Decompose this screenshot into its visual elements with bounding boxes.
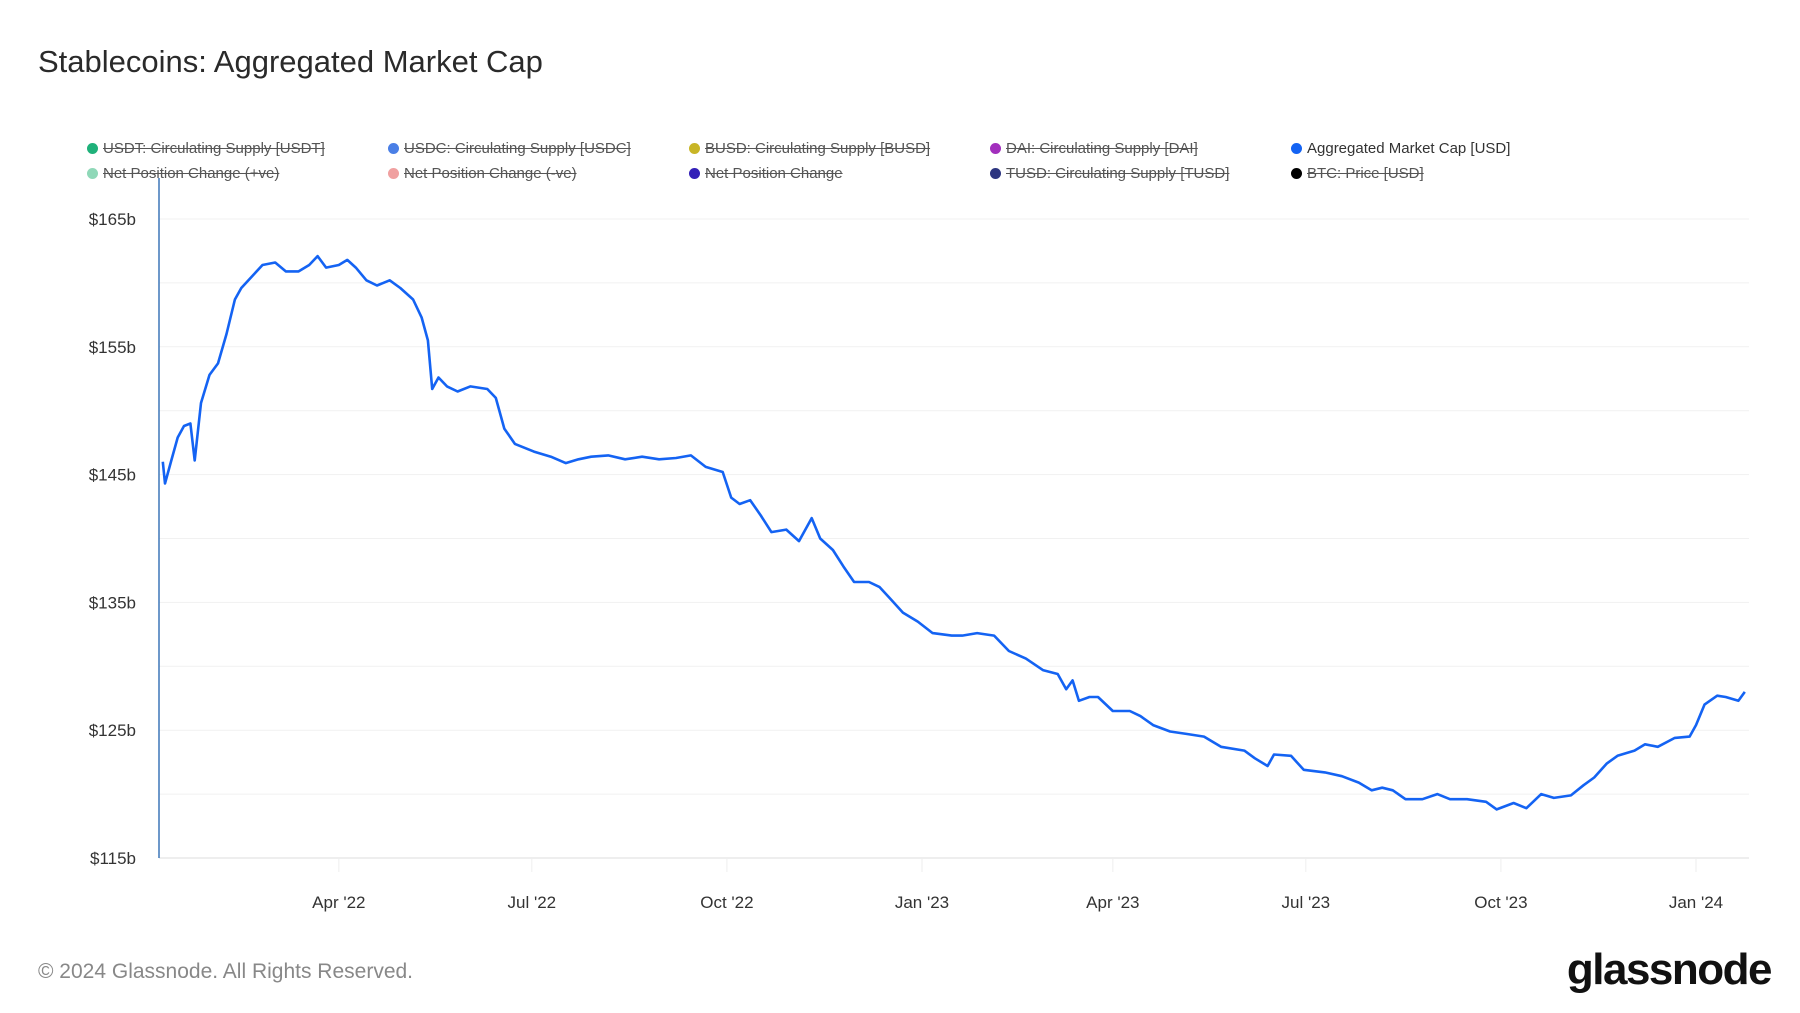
legend-label: Net Position Change (+ve) bbox=[103, 165, 280, 182]
legend-item[interactable]: USDT: Circulating Supply [USDT] bbox=[87, 140, 325, 157]
legend-dot-icon bbox=[388, 143, 399, 154]
legend-dot-icon bbox=[87, 143, 98, 154]
legend-item[interactable]: Aggregated Market Cap [USD] bbox=[1291, 140, 1510, 157]
x-tick-label: Jan '24 bbox=[1669, 893, 1723, 912]
y-tick-label: $135b bbox=[89, 593, 136, 612]
legend-dot-icon bbox=[388, 168, 399, 179]
y-tick-label: $165b bbox=[89, 210, 136, 229]
legend-label: Net Position Change bbox=[705, 165, 843, 182]
y-tick-label: $115b bbox=[90, 849, 136, 868]
x-tick-label: Apr '22 bbox=[312, 893, 365, 912]
legend-label: BTC: Price [USD] bbox=[1307, 165, 1424, 182]
aggregated-market-cap-line bbox=[161, 254, 1746, 811]
legend-label: Aggregated Market Cap [USD] bbox=[1307, 140, 1511, 157]
legend-label: Net Position Change (-ve) bbox=[404, 165, 577, 182]
copyright-footer: © 2024 Glassnode. All Rights Reserved. bbox=[38, 960, 414, 983]
legend-item[interactable]: Net Position Change bbox=[689, 165, 843, 182]
legend-dot-icon bbox=[689, 143, 700, 154]
x-tick-label: Jul '22 bbox=[508, 893, 557, 912]
legend-label: DAI: Circulating Supply [DAI] bbox=[1006, 140, 1198, 157]
legend-dot-icon bbox=[1291, 143, 1302, 154]
y-tick-label: $155b bbox=[89, 338, 136, 357]
legend-dot-icon bbox=[990, 168, 1001, 179]
legend-item[interactable]: Net Position Change (+ve) bbox=[87, 165, 279, 182]
legend-dot-icon bbox=[87, 168, 98, 179]
glassnode-logo: glassnode bbox=[1566, 945, 1773, 994]
legend-dot-icon bbox=[1291, 168, 1302, 179]
legend-item[interactable]: DAI: Circulating Supply [DAI] bbox=[990, 140, 1198, 157]
legend-label: TUSD: Circulating Supply [TUSD] bbox=[1006, 165, 1230, 182]
x-tick-label: Oct '22 bbox=[700, 893, 753, 912]
legend-item[interactable]: TUSD: Circulating Supply [TUSD] bbox=[990, 165, 1229, 182]
legend-item[interactable]: BTC: Price [USD] bbox=[1291, 165, 1424, 182]
chart-title: Stablecoins: Aggregated Market Cap bbox=[38, 44, 543, 79]
x-tick-label: Apr '23 bbox=[1086, 893, 1139, 912]
x-tick-label: Oct '23 bbox=[1474, 893, 1527, 912]
y-tick-label: $125b bbox=[89, 721, 136, 740]
legend-label: USDC: Circulating Supply [USDC] bbox=[404, 140, 631, 157]
legend-item[interactable]: Net Position Change (-ve) bbox=[388, 165, 577, 182]
legend-label: BUSD: Circulating Supply [BUSD] bbox=[705, 140, 931, 157]
y-tick-label: $145b bbox=[89, 466, 136, 485]
legend-item[interactable]: USDC: Circulating Supply [USDC] bbox=[388, 140, 631, 157]
x-tick-label: Jul '23 bbox=[1282, 893, 1331, 912]
legend-dot-icon bbox=[689, 168, 700, 179]
legend-item[interactable]: BUSD: Circulating Supply [BUSD] bbox=[689, 140, 930, 157]
x-tick-label: Jan '23 bbox=[895, 893, 949, 912]
legend-label: USDT: Circulating Supply [USDT] bbox=[103, 140, 325, 157]
legend-dot-icon bbox=[990, 143, 1001, 154]
